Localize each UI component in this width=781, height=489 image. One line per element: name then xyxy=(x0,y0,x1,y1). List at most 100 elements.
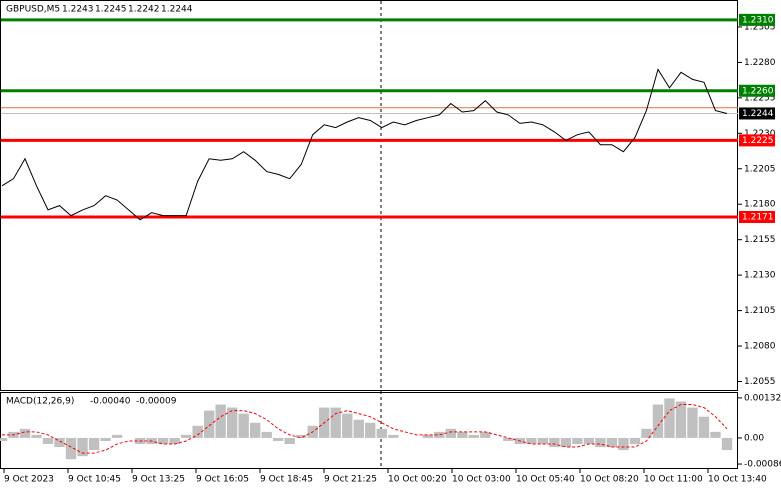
macd-bar xyxy=(192,425,203,438)
macd-bar xyxy=(537,437,549,445)
y-tick-label: 1.2180 xyxy=(744,200,776,210)
x-tick-label: 9 Oct 16:05 xyxy=(196,475,249,485)
macd-bar xyxy=(664,398,675,438)
y-tick-label: 1.2305 xyxy=(744,22,776,32)
macd-bar xyxy=(675,401,687,438)
main-frame xyxy=(0,0,738,391)
macd-bar xyxy=(652,404,664,438)
y-tick-label: 1.2055 xyxy=(744,377,776,387)
y-tick-label: 1.2255 xyxy=(744,93,776,103)
macd-bar xyxy=(376,428,387,438)
macd-bar xyxy=(606,437,618,448)
macd-bar xyxy=(445,428,456,438)
x-tick-label: 10 Oct 00:20 xyxy=(388,475,447,485)
y-tick-label: -0.00086 xyxy=(744,460,781,470)
macd-bar xyxy=(641,428,652,438)
x-tick-label: 9 Oct 21:25 xyxy=(324,475,377,485)
macd-bar xyxy=(65,437,77,460)
x-tick-label: 9 Oct 2023 xyxy=(4,475,54,485)
x-tick-label: 9 Oct 13:25 xyxy=(132,475,185,485)
macd-bar xyxy=(618,437,629,451)
symbol: GBPUSD,M5 xyxy=(6,5,60,15)
macd-bar xyxy=(157,437,169,445)
y-tick-label: 1.2155 xyxy=(744,235,776,245)
macd-bar xyxy=(273,437,284,441)
y-tick-label: 1.2080 xyxy=(744,342,776,352)
last-price-label: 1.2244 xyxy=(742,109,774,119)
macd-bar xyxy=(284,437,295,445)
macd-bar xyxy=(560,437,572,448)
ohlc-value: 1.2244 xyxy=(161,5,193,15)
macd-bar xyxy=(583,437,595,445)
level-label-box xyxy=(739,13,775,26)
macd-bar xyxy=(111,434,123,438)
macd-bar xyxy=(710,431,721,438)
macd-title: MACD(12,26,9) xyxy=(6,397,74,407)
level-label: 1.2225 xyxy=(742,136,774,146)
macd-bar xyxy=(330,407,341,438)
macd-bar xyxy=(180,434,192,438)
y-tick-label: 1.2130 xyxy=(744,271,776,281)
x-tick-label: 10 Oct 13:40 xyxy=(708,475,767,485)
macd-bar xyxy=(549,437,560,448)
macd-bar xyxy=(169,437,180,445)
level-label-box xyxy=(739,134,775,147)
x-tick-label: 10 Oct 05:40 xyxy=(516,475,575,485)
macd-readout: -0.00040 xyxy=(90,397,131,407)
macd-bar xyxy=(342,413,353,438)
level-label-box xyxy=(739,84,775,97)
macd-bar xyxy=(100,437,111,441)
macd-readout: -0.00009 xyxy=(136,397,177,407)
y-tick-label: 1.2230 xyxy=(744,129,776,139)
macd-bar xyxy=(238,413,249,438)
x-tick-label: 10 Oct 08:20 xyxy=(580,475,639,485)
macd-bar xyxy=(226,407,238,438)
macd-bar xyxy=(572,437,583,445)
macd-bar xyxy=(687,407,698,438)
y-tick-label: 1.2205 xyxy=(744,164,776,174)
macd-bar xyxy=(296,434,307,438)
level-label: 1.2171 xyxy=(742,212,774,222)
macd-bar xyxy=(629,437,641,445)
macd-bar xyxy=(698,416,710,438)
macd-bar xyxy=(215,404,226,438)
macd-bar xyxy=(42,437,54,445)
ohlc-value: 1.2245 xyxy=(95,5,127,15)
macd-frame xyxy=(0,392,738,469)
macd-bar xyxy=(261,431,272,438)
x-tick-label: 9 Oct 10:45 xyxy=(68,475,121,485)
signal-line xyxy=(2,404,728,454)
ohlc-value: 1.2242 xyxy=(128,5,160,15)
macd-bar xyxy=(468,434,480,438)
y-tick-label: 1.2280 xyxy=(744,58,776,68)
macd-bar xyxy=(31,434,42,438)
macd-bar xyxy=(503,437,514,441)
x-tick-label: 9 Oct 18:45 xyxy=(260,475,313,485)
y-tick-label: 0.00132 xyxy=(744,393,781,403)
macd-bar xyxy=(203,410,215,438)
macd-bar xyxy=(480,431,491,438)
macd-bar xyxy=(353,419,364,438)
x-tick-label: 10 Oct 11:00 xyxy=(644,475,703,485)
macd-bar xyxy=(365,422,376,438)
macd-bar xyxy=(19,428,31,438)
level-label: 1.2260 xyxy=(742,86,774,96)
price-line xyxy=(1,68,728,221)
y-tick-label: 1.2105 xyxy=(744,306,776,316)
y-tick-label: 0.00 xyxy=(744,433,764,443)
macd-bar xyxy=(457,431,468,438)
macd-bar xyxy=(422,434,433,438)
macd-bar xyxy=(77,437,88,457)
macd-bar xyxy=(54,437,65,448)
macd-bar xyxy=(526,437,537,445)
macd-bar xyxy=(595,437,606,448)
last-price-box xyxy=(739,107,775,120)
macd-bar xyxy=(721,437,733,451)
macd-bar xyxy=(388,434,399,438)
level-label: 1.2310 xyxy=(742,15,774,25)
macd-bar xyxy=(0,437,8,441)
x-tick-label: 10 Oct 03:00 xyxy=(452,475,511,485)
macd-bar xyxy=(249,422,261,438)
